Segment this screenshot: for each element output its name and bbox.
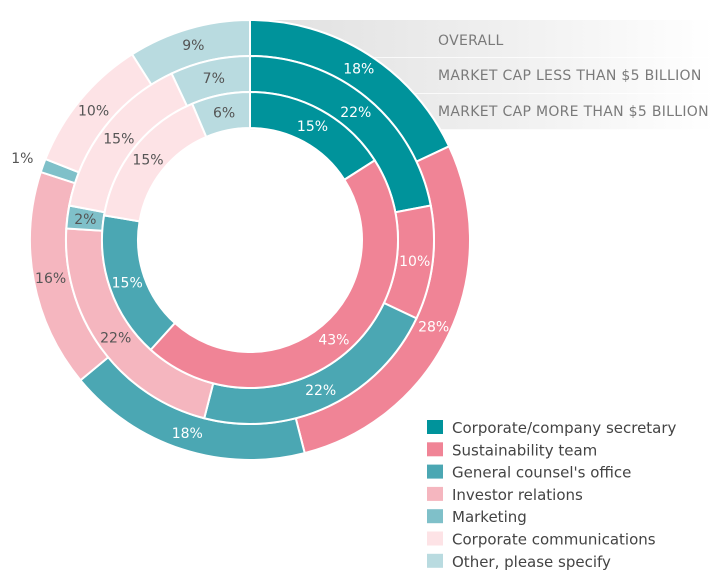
- legend-label: Investor relations: [452, 486, 583, 504]
- percent-labels: 18% 28% 18% 16% 1% 10% 9% 22% 10% 22% 22% 2% 15% 7% 15…: [11, 38, 449, 442]
- legend-swatch: [427, 553, 443, 568]
- ring-label: MARKET CAP LESS THAN $5 BILLION: [438, 68, 702, 84]
- percent-label: 1%: [11, 151, 33, 167]
- ring-label: MARKET CAP MORE THAN $5 BILLION: [438, 104, 709, 120]
- percent-label: 22%: [340, 105, 371, 121]
- percent-label: 2%: [74, 212, 96, 228]
- percent-label: 15%: [132, 152, 163, 168]
- percent-label: 9%: [182, 38, 204, 54]
- percent-label: 7%: [203, 71, 225, 87]
- percent-label: 22%: [100, 331, 131, 347]
- percent-label: 22%: [305, 383, 336, 399]
- percent-label: 18%: [172, 426, 203, 442]
- ring-labels: OVERALL MARKET CAP LESS THAN $5 BILLION MA…: [438, 33, 709, 120]
- percent-label: 16%: [35, 271, 66, 287]
- percent-label: 6%: [213, 106, 235, 122]
- legend-swatch: [427, 509, 443, 524]
- rings: [29, 18, 471, 461]
- legend-swatch: [427, 486, 443, 501]
- donut-slice: [149, 158, 399, 389]
- percent-label: 28%: [418, 319, 449, 335]
- legend: Corporate/company secretary Sustainabilit…: [427, 419, 677, 571]
- donut-slice: [190, 90, 251, 139]
- legend-label: General counsel's office: [452, 464, 631, 482]
- percent-label: 43%: [318, 332, 349, 348]
- legend-swatch: [427, 420, 443, 434]
- percent-label: 10%: [399, 254, 430, 270]
- legend-label: Other, please specify: [452, 553, 611, 571]
- legend-label: Corporate/company secretary: [452, 419, 677, 437]
- percent-label: 18%: [343, 62, 374, 78]
- percent-label: 10%: [78, 104, 109, 120]
- ring-label: OVERALL: [438, 33, 504, 49]
- legend-swatch: [427, 531, 443, 546]
- percent-label: 15%: [297, 119, 328, 135]
- legend-label: Sustainability team: [452, 441, 597, 459]
- legend-swatch: [427, 442, 443, 457]
- legend-swatch: [427, 464, 443, 479]
- percent-label: 15%: [112, 276, 143, 292]
- legend-label: Corporate communications: [452, 531, 656, 549]
- percent-label: 15%: [103, 131, 134, 147]
- legend-label: Marketing: [452, 508, 527, 526]
